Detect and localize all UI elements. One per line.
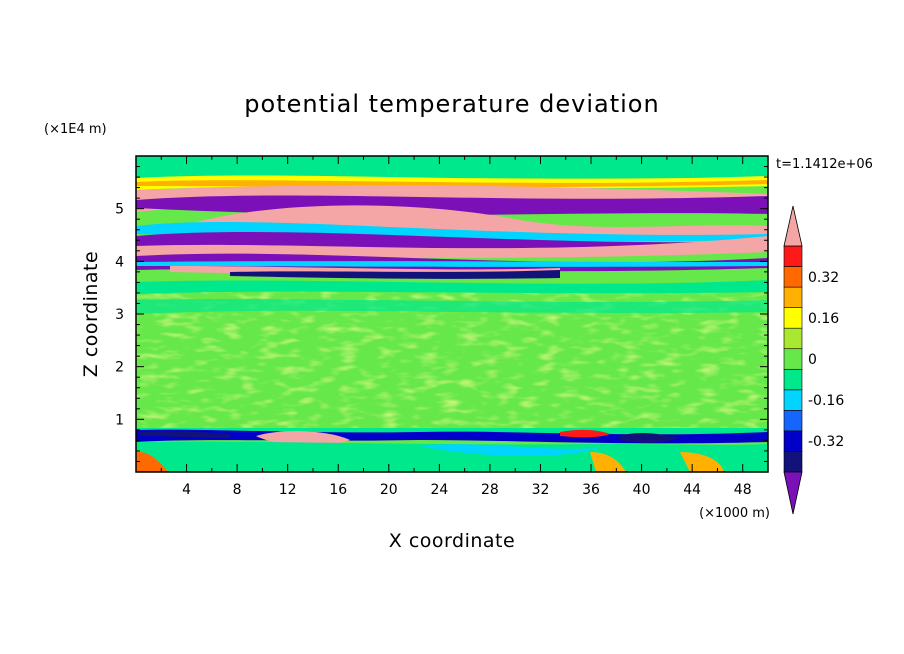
x-tick-label: 40 <box>633 482 651 498</box>
x-tick-label: 32 <box>532 482 550 498</box>
colorbar-swatch <box>783 410 803 432</box>
colorbar-swatch <box>783 368 803 391</box>
colorbar-label: -0.16 <box>808 393 844 409</box>
time-label: t=1.1412e+06 <box>776 157 873 172</box>
colorbar-swatch <box>783 389 803 411</box>
x-tick-label: 12 <box>279 482 297 498</box>
x-tick-label: 20 <box>380 482 398 498</box>
x-scale-label: (×1000 m) <box>699 506 770 521</box>
colorbar-swatch <box>783 430 803 452</box>
field-texture <box>136 290 768 430</box>
field-cyan-band-2 <box>136 261 768 267</box>
y-axis-label: Z coordinate <box>80 251 102 377</box>
colorbar-swatch <box>783 245 803 267</box>
field-surface-orange-2 <box>680 452 724 472</box>
y-tick-label: 4 <box>115 254 124 270</box>
field-orange-band <box>136 180 768 188</box>
colorbar-swatch <box>783 286 803 308</box>
x-tick-label: 36 <box>582 482 600 498</box>
x-tick-label: 28 <box>481 482 499 498</box>
field-lower-green <box>136 428 768 434</box>
x-tick-label: 24 <box>430 482 448 498</box>
field-lower-warm-lens <box>256 431 350 446</box>
field-lower-red-spot <box>560 429 610 438</box>
colorbar-swatch <box>783 327 803 350</box>
colorbar-label: 0.32 <box>808 270 839 286</box>
y-axis-ticks: 1 2 3 4 5 <box>115 166 768 462</box>
field-upper-band <box>136 156 768 178</box>
field-surface-warm <box>136 452 168 472</box>
field-green-band <box>136 280 768 294</box>
y-tick-label: 2 <box>115 360 124 376</box>
x-tick-label: 48 <box>734 482 752 498</box>
colorbar-swatch <box>783 266 803 288</box>
x-tick-label: 16 <box>329 482 347 498</box>
colorbar-label: -0.32 <box>808 434 844 450</box>
colorbar-swatch <box>783 451 803 473</box>
x-tick-label: 4 <box>182 482 191 498</box>
y-tick-label: 1 <box>115 412 124 428</box>
field-warm-band-2 <box>136 236 768 258</box>
colorbar-min-triangle <box>783 471 803 515</box>
colorbar-label: 0 <box>808 352 817 368</box>
x-axis-label: X coordinate <box>389 530 515 552</box>
field-surface-orange <box>590 452 626 472</box>
colorbar-swatch <box>783 348 803 370</box>
x-axis-ticks: 4 8 12 16 20 24 28 32 36 40 44 48 <box>160 156 752 498</box>
field-lower-dark-1 <box>140 431 230 438</box>
x-tick-label: 8 <box>233 482 242 498</box>
colorbar: 0.32 0.16 0 -0.16 -0.32 <box>783 205 844 515</box>
field-lower-dark-2 <box>620 432 680 443</box>
colorbar-label: 0.16 <box>808 311 839 327</box>
y-tick-label: 5 <box>115 202 124 218</box>
colorbar-max-triangle <box>783 205 803 247</box>
colorbar-swatch <box>783 307 803 329</box>
y-tick-label: 3 <box>115 307 124 323</box>
contour-field <box>136 156 768 472</box>
chart-title: potential temperature deviation <box>244 90 659 118</box>
field-dark-band <box>230 270 560 279</box>
field-cyan-patch <box>420 444 600 457</box>
field-green-band-2 <box>136 299 768 314</box>
x-tick-label: 44 <box>683 482 701 498</box>
y-scale-label: (×1E4 m) <box>44 122 107 137</box>
